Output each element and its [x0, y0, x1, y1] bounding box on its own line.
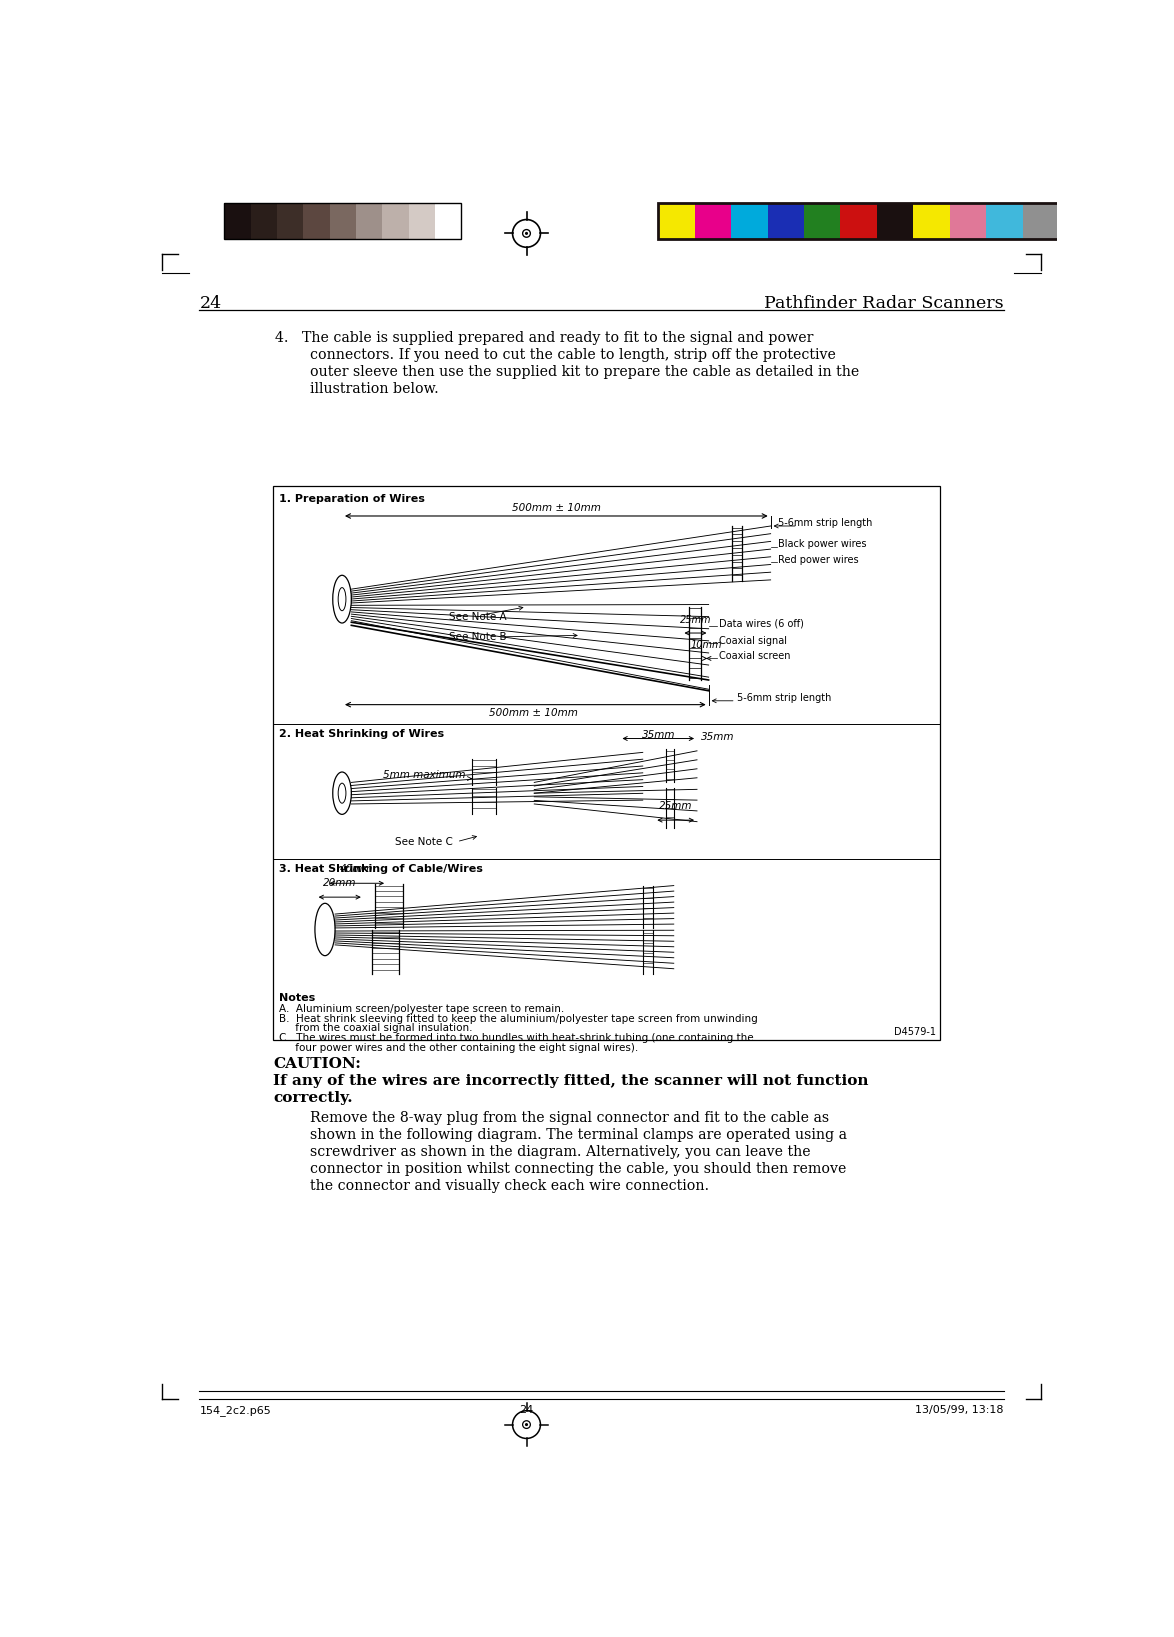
Bar	[224, 203, 250, 239]
Text: correctly.: correctly.	[274, 1092, 352, 1105]
Text: connectors. If you need to cut the cable to length, strip off the protective: connectors. If you need to cut the cable…	[310, 349, 836, 362]
Text: 2. Heat Shrinking of Wires: 2. Heat Shrinking of Wires	[279, 728, 445, 740]
Bar	[841, 203, 877, 239]
Text: 24: 24	[519, 1405, 534, 1416]
Text: the connector and visually check each wire connection.: the connector and visually check each wi…	[310, 1179, 709, 1193]
Text: Remove the 8-way plug from the signal connector and fit to the cable as: Remove the 8-way plug from the signal co…	[310, 1112, 829, 1125]
Ellipse shape	[332, 575, 351, 624]
Text: B.  Heat shrink sleeving fitted to keep the aluminium/polyester tape screen from: B. Heat shrink sleeving fitted to keep t…	[279, 1015, 758, 1025]
Text: A.  Aluminium screen/polyester tape screen to remain.: A. Aluminium screen/polyester tape scree…	[279, 1003, 565, 1015]
Ellipse shape	[338, 588, 346, 611]
Text: If any of the wires are incorrectly fitted, the scanner will not function: If any of the wires are incorrectly fitt…	[274, 1074, 869, 1089]
Text: 40mm: 40mm	[340, 864, 373, 874]
Text: Notes: Notes	[279, 994, 316, 1003]
Text: illustration below.: illustration below.	[310, 381, 438, 396]
Bar	[277, 203, 303, 239]
Circle shape	[525, 232, 528, 236]
Text: 5mm maximum: 5mm maximum	[383, 771, 466, 781]
Bar	[356, 203, 383, 239]
Text: C.  The wires must be formed into two bundles with heat-shrink tubing (one conta: C. The wires must be formed into two bun…	[279, 1033, 754, 1043]
Text: 3. Heat Shrinking of Cable/Wires: 3. Heat Shrinking of Cable/Wires	[279, 864, 484, 874]
Text: from the coaxial signal insulation.: from the coaxial signal insulation.	[279, 1023, 473, 1033]
Bar	[950, 203, 986, 239]
Text: 4.   The cable is supplied prepared and ready to fit to the signal and power: 4. The cable is supplied prepared and re…	[275, 331, 814, 345]
Text: 5-6mm strip length: 5-6mm strip length	[778, 517, 872, 527]
Text: shown in the following diagram. The terminal clamps are operated using a: shown in the following diagram. The term…	[310, 1128, 848, 1143]
Text: See Note B: See Note B	[448, 632, 507, 642]
Text: Black power wires: Black power wires	[778, 540, 866, 550]
Text: 24: 24	[200, 295, 222, 313]
Text: 5-6mm strip length: 5-6mm strip length	[737, 694, 831, 704]
Bar	[731, 203, 768, 239]
Text: four power wires and the other containing the eight signal wires).: four power wires and the other containin…	[279, 1043, 639, 1053]
Circle shape	[525, 1423, 528, 1426]
Text: 1. Preparation of Wires: 1. Preparation of Wires	[279, 494, 425, 504]
Text: 35mm: 35mm	[641, 730, 675, 740]
Bar	[409, 203, 436, 239]
Text: 35mm: 35mm	[701, 732, 735, 742]
Text: Pathfinder Radar Scanners: Pathfinder Radar Scanners	[764, 295, 1004, 313]
Bar	[303, 203, 330, 239]
Bar	[1023, 203, 1059, 239]
Ellipse shape	[338, 782, 346, 804]
Ellipse shape	[332, 773, 351, 814]
Bar	[695, 203, 731, 239]
Bar	[659, 203, 695, 239]
Text: Red power wires: Red power wires	[778, 555, 859, 565]
Bar	[986, 203, 1023, 239]
Text: 20mm: 20mm	[323, 877, 357, 887]
Text: Coaxial screen: Coaxial screen	[718, 652, 790, 661]
Text: Data wires (6 off): Data wires (6 off)	[718, 619, 803, 629]
Bar	[877, 203, 913, 239]
Text: 500mm ± 10mm: 500mm ± 10mm	[488, 707, 578, 717]
Text: 154_2c2.p65: 154_2c2.p65	[200, 1405, 271, 1416]
Text: outer sleeve then use the supplied kit to prepare the cable as detailed in the: outer sleeve then use the supplied kit t…	[310, 365, 858, 380]
Text: screwdriver as shown in the diagram. Alternatively, you can leave the: screwdriver as shown in the diagram. Alt…	[310, 1144, 811, 1159]
Text: See Note A: See Note A	[448, 612, 507, 622]
Text: 25mm: 25mm	[680, 614, 711, 625]
Bar	[250, 203, 277, 239]
Text: 500mm ± 10mm: 500mm ± 10mm	[512, 503, 601, 512]
Text: Coaxial signal: Coaxial signal	[718, 635, 787, 645]
Text: 13/05/99, 13:18: 13/05/99, 13:18	[916, 1405, 1004, 1416]
Bar	[274, 486, 939, 1041]
Bar	[659, 203, 1059, 239]
Bar	[913, 203, 950, 239]
Text: 25mm: 25mm	[659, 800, 691, 810]
Text: See Note C: See Note C	[394, 837, 453, 846]
Ellipse shape	[315, 904, 335, 956]
Bar	[436, 203, 461, 239]
Text: CAUTION:: CAUTION:	[274, 1058, 360, 1071]
Bar	[330, 203, 356, 239]
Bar	[224, 203, 461, 239]
Bar	[768, 203, 804, 239]
Bar	[804, 203, 841, 239]
Text: 10mm: 10mm	[691, 640, 722, 650]
Text: connector in position whilst connecting the cable, you should then remove: connector in position whilst connecting …	[310, 1162, 846, 1175]
Text: D4579-1: D4579-1	[893, 1026, 936, 1036]
Bar	[383, 203, 409, 239]
